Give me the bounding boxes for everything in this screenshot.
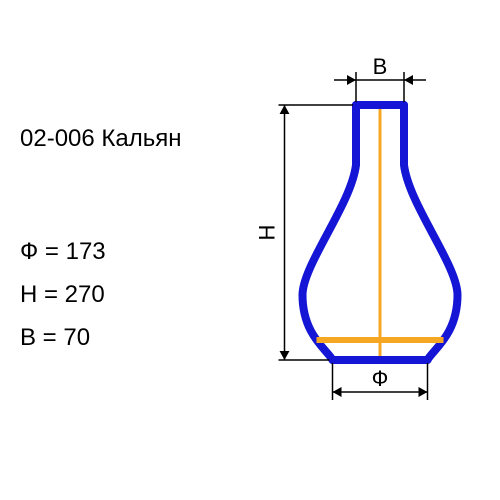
- arrowhead: [333, 387, 342, 397]
- vase-left-profile: [303, 105, 357, 360]
- arrowhead: [280, 105, 290, 114]
- dim-b: B = 70: [20, 316, 106, 359]
- dim-h-label: H: [255, 225, 280, 241]
- arrowhead: [419, 387, 428, 397]
- arrowhead: [404, 75, 413, 85]
- dim-b-label: В: [373, 54, 388, 79]
- arrowhead: [280, 351, 290, 360]
- dim-phi-label: Ф: [372, 366, 389, 391]
- arrowhead: [347, 75, 356, 85]
- dim-h: H = 270: [20, 273, 106, 316]
- dimensions-block: Ф = 173 H = 270 B = 70: [20, 230, 106, 360]
- vase-right-profile: [404, 105, 458, 360]
- dim-phi: Ф = 173: [20, 230, 106, 273]
- drawing-title: 02-006 Кальян: [20, 125, 181, 153]
- technical-drawing: В H Ф: [250, 50, 470, 430]
